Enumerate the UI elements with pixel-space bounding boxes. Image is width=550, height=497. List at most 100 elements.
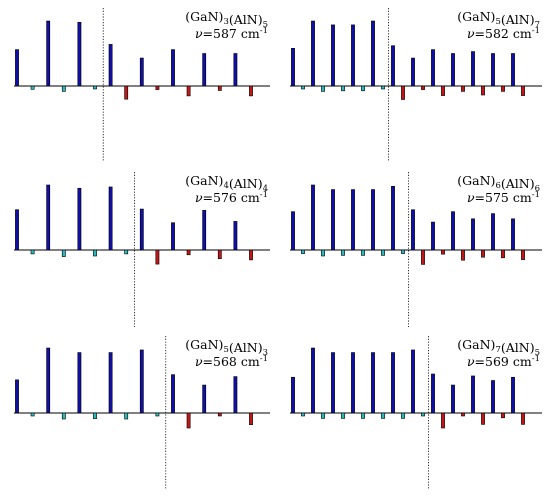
- bar-13: [411, 349, 415, 414]
- bar-21: [491, 380, 495, 414]
- bar-22: [501, 85, 505, 92]
- bar-6: [93, 85, 97, 90]
- bar-1: [291, 47, 295, 87]
- bar-3: [46, 20, 51, 87]
- bar-6: [341, 412, 345, 419]
- bar-7: [108, 44, 113, 87]
- panel-1: (GaN)3(AlN)5ν=587 cm-1: [14, 8, 270, 162]
- panel-6: (GaN)7(AlN)5ν=569 cm-1: [290, 336, 542, 490]
- bar-16: [441, 412, 445, 429]
- bar-7: [351, 352, 355, 414]
- bar-12: [401, 412, 405, 419]
- bar-13: [411, 57, 415, 87]
- bar-18: [461, 85, 465, 92]
- bar-4: [321, 412, 325, 419]
- bar-24: [521, 412, 525, 425]
- bar-11: [391, 352, 395, 414]
- bar-12: [186, 85, 191, 97]
- bar-16: [249, 249, 253, 261]
- bar-21: [491, 213, 495, 251]
- frequency-label: ν=576 cm-1: [195, 190, 268, 205]
- bar-15: [233, 376, 238, 414]
- bar-3: [311, 184, 315, 251]
- bar-9: [371, 352, 375, 414]
- bar-15: [431, 221, 435, 251]
- bar-24: [521, 85, 525, 96]
- bar-9: [371, 189, 375, 251]
- bar-10: [381, 249, 385, 256]
- bar-11: [171, 374, 175, 414]
- bar-10: [381, 412, 385, 419]
- bar-4: [321, 85, 325, 92]
- bar-20: [481, 412, 485, 425]
- bar-23: [511, 53, 515, 87]
- bar-12: [186, 249, 191, 256]
- bar-10: [155, 85, 160, 90]
- bar-6: [93, 412, 97, 419]
- bar-7: [108, 186, 113, 251]
- bar-22: [501, 249, 505, 259]
- bar-4: [61, 249, 66, 257]
- bar-5: [77, 187, 82, 251]
- bar-8: [124, 412, 129, 420]
- bar-13: [411, 209, 415, 251]
- bar-20: [481, 249, 485, 258]
- bar-18: [461, 249, 465, 261]
- bar-4: [61, 412, 66, 420]
- bar-16: [249, 85, 253, 97]
- bar-1: [291, 376, 295, 414]
- bar-5: [77, 21, 82, 87]
- bar-8: [361, 85, 365, 92]
- bar-9: [371, 20, 375, 87]
- frequency-label: ν=569 cm-1: [467, 354, 540, 369]
- panel-label: (GaN)6(AlN)6: [457, 173, 540, 194]
- bar-17: [451, 53, 455, 87]
- frequency-label: ν=568 cm-1: [195, 354, 268, 369]
- bar-14: [421, 412, 425, 417]
- bar-14: [217, 412, 222, 417]
- bar-15: [233, 53, 238, 87]
- bar-19: [471, 218, 475, 251]
- bar-3: [311, 20, 315, 87]
- bar-12: [401, 85, 405, 100]
- panel-5: (GaN)5(AlN)3ν=568 cm-1: [14, 336, 270, 490]
- bar-2: [30, 249, 35, 255]
- bar-11: [171, 49, 175, 87]
- frequency-label: ν=587 cm-1: [195, 26, 268, 41]
- bar-16: [249, 412, 253, 425]
- panel-label: (GaN)5(AlN)7: [457, 9, 540, 30]
- bar-6: [341, 85, 345, 92]
- bar-12: [186, 412, 191, 429]
- bar-2: [301, 249, 305, 254]
- bar-9: [139, 208, 144, 251]
- bar-3: [311, 347, 315, 414]
- bar-7: [351, 189, 355, 251]
- panel-label: (GaN)4(AlN)4: [185, 173, 268, 194]
- bar-19: [471, 375, 475, 414]
- bar-7: [108, 352, 113, 414]
- bar-3: [46, 184, 51, 251]
- bar-15: [431, 373, 435, 414]
- panel-4: (GaN)6(AlN)6ν=575 cm-1: [290, 172, 542, 327]
- bar-13: [202, 384, 207, 414]
- bar-14: [217, 85, 222, 91]
- panel-label: (GaN)3(AlN)5: [185, 9, 268, 30]
- bar-2: [301, 412, 305, 417]
- bar-6: [93, 249, 97, 257]
- bar-8: [124, 85, 129, 100]
- panel-label: (GaN)7(AlN)5: [457, 337, 540, 358]
- bar-4: [321, 249, 325, 257]
- bar-11: [391, 186, 395, 251]
- bar-7: [351, 24, 355, 87]
- bar-10: [155, 249, 160, 265]
- bar-14: [421, 249, 425, 265]
- bar-16: [441, 85, 445, 96]
- bar-10: [381, 85, 385, 90]
- bar-23: [511, 218, 515, 251]
- bar-1: [15, 379, 19, 414]
- bar-17: [451, 211, 455, 251]
- bar-5: [77, 352, 82, 414]
- bar-6: [341, 249, 345, 256]
- bar-8: [124, 249, 129, 255]
- bar-13: [202, 53, 207, 87]
